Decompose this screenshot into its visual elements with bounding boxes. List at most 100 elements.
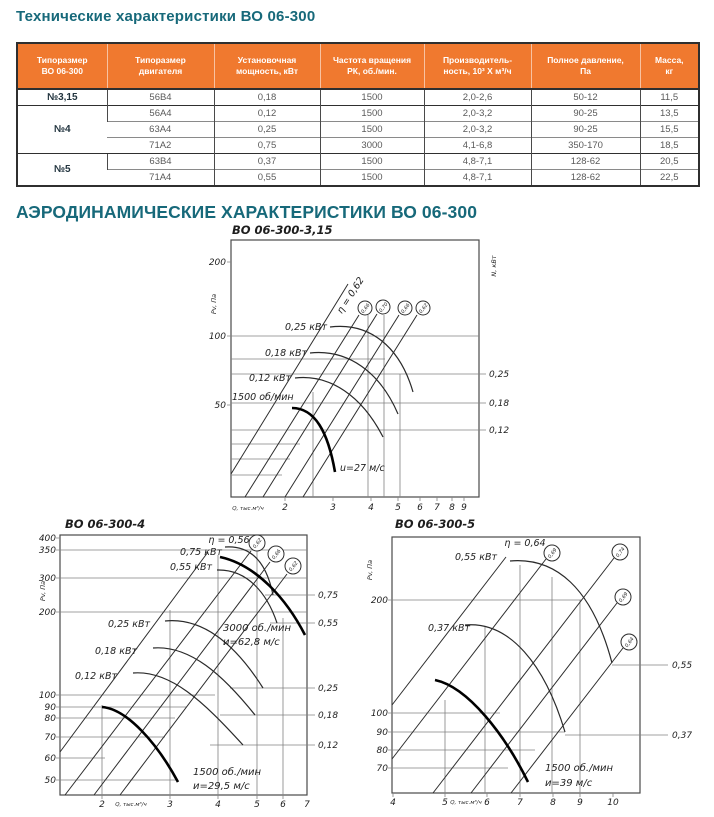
tech-specs-title: Технические характеристики ВО 06-300 — [16, 8, 316, 25]
right-tick-label: 0,18 — [318, 711, 338, 721]
efficiency-circle: 0,66 — [357, 300, 373, 316]
col-header-pressure: Полное давление, Па — [530, 43, 640, 90]
power-curve-label: 0,18 кВт — [265, 348, 307, 359]
tip-speed-label-high: и=62,8 м/с — [223, 637, 280, 648]
right-tick-label: 0,12 — [489, 426, 509, 436]
efficiency-value: 0,66 — [360, 303, 371, 315]
x-tick-label: 5 — [442, 798, 448, 808]
fan-size-cell: №4 — [17, 105, 107, 154]
cell-power: 0,12 — [213, 105, 320, 122]
efficiency-value: 0,62 — [252, 537, 264, 549]
x-tick-label: 4 — [368, 503, 374, 513]
right-tick-label: 0,25 — [318, 684, 338, 694]
y-tick-label: 350 — [39, 546, 56, 556]
y-tick-label: 70 — [45, 733, 57, 743]
efficiency-value: 0,69 — [547, 547, 559, 559]
col-header-power: Установочная мощность, кВт — [213, 43, 320, 90]
efficiency-circle: 0,74 — [611, 543, 629, 561]
x-tick-label: 5 — [254, 800, 260, 810]
x-tick-label: 9 — [577, 798, 583, 808]
chart-vo-06-300-5: ВО 06-300-5 0,69 0,74 0,69 0,64 η = 0,64… — [360, 515, 710, 812]
power-curve-label: 0,12 кВт — [249, 373, 291, 384]
right-tick-label: 0,75 — [318, 591, 338, 601]
efficiency-value: 0,69 — [618, 591, 630, 603]
grid-lines — [56, 537, 315, 799]
cell-pressure: 90-25 — [530, 105, 640, 122]
table-row: №4 56А4 0,12 1500 2,0-3,2 90-25 13,5 — [17, 105, 699, 154]
cell-power: 0,55 — [213, 169, 320, 186]
tip-speed-label: и=39 м/с — [545, 778, 593, 789]
y-tick-label: 80 — [45, 714, 57, 724]
cell-power: 0,37 — [213, 153, 320, 170]
efficiency-lines — [230, 283, 418, 498]
efficiency-value: 0,70 — [378, 302, 389, 314]
table-row: 71А2 0,75 3000 4,1-6,8 350-170 18,5 — [17, 137, 699, 154]
x-tick-label: 6 — [417, 503, 423, 513]
efficiency-circle: 0,69 — [543, 544, 561, 562]
tip-speed-label: и=29,5 м/с — [193, 781, 250, 792]
main-characteristic-bold — [101, 555, 307, 783]
grid-lines — [388, 565, 668, 797]
x-tick-label: 2 — [282, 503, 288, 513]
y-tick-label: 300 — [39, 574, 56, 584]
right-tick-label: 0,55 — [318, 619, 338, 629]
cell-flow: 4,8-7,1 — [423, 153, 531, 170]
y-tick-label: 100 — [209, 332, 226, 342]
cell-speed: 1500 — [319, 153, 424, 170]
chart-vo-06-300-315: ВО 06-300-3,15 0,66 0,70 0,66 0,62 η = 0… — [190, 222, 510, 520]
cell-flow: 4,8-7,1 — [423, 169, 531, 186]
y-tick-label: 50 — [215, 401, 227, 411]
cell-flow: 2,0-3,2 — [423, 121, 531, 138]
y-tick-label: 200 — [39, 608, 56, 618]
table-row: 63А4 0,25 1500 2,0-3,2 90-25 15,5 — [17, 121, 699, 138]
y-tick-label: 70 — [377, 764, 389, 774]
spec-table: Типоразмер ВО 06-300 Типоразмер двигател… — [16, 42, 700, 187]
col-header-speed: Частота вращения РК, об./мин. — [319, 43, 424, 90]
y-tick-label: 60 — [45, 754, 57, 764]
plot-border — [391, 536, 641, 794]
cell-pressure: 90-25 — [530, 121, 640, 138]
cell-pressure: 50-12 — [530, 88, 640, 106]
x-tick-label: 4 — [390, 798, 396, 808]
cell-mass: 22,5 — [639, 169, 699, 186]
cell-motor: 71А4 — [107, 169, 214, 186]
cell-mass: 20,5 — [639, 153, 699, 170]
cell-speed: 1500 — [319, 88, 424, 106]
y-tick-label: 100 — [39, 691, 56, 701]
x-tick-label: 2 — [99, 800, 105, 810]
x-tick-label: 7 — [517, 798, 523, 808]
cell-speed: 3000 — [319, 137, 424, 154]
right-tick-label: 0,25 — [489, 370, 509, 380]
cell-power: 0,18 — [213, 88, 320, 106]
main-characteristic-bold — [291, 406, 337, 473]
x-tick-label: 4 — [215, 800, 221, 810]
x-axis-label: Q, тыс.м³/ч — [115, 801, 147, 808]
y-tick-label: 50 — [45, 776, 57, 786]
efficiency-value: 0,62 — [418, 303, 429, 315]
power-curve-label: 0,18 кВт — [95, 646, 137, 657]
efficiency-lines — [59, 550, 288, 796]
y-tick-label: 90 — [45, 703, 57, 713]
efficiency-value: 0,74 — [615, 546, 627, 558]
y-axis-label: Pv, Па — [366, 560, 374, 580]
x-axis-label: Q, тыс.м³/ч — [450, 799, 482, 806]
efficiency-circle: 0,62 — [415, 300, 431, 316]
speed-label-high: 3000 об./мин — [223, 622, 292, 634]
efficiency-line-label: η = 0,56 — [208, 535, 249, 546]
cell-motor: 63В4 — [106, 153, 214, 170]
y-axis-label: Pv, Па — [210, 294, 218, 314]
efficiency-circle: 0,69 — [614, 588, 632, 606]
chart-title: ВО 06-300-5 — [395, 517, 475, 531]
efficiency-circle: 0,66 — [267, 545, 285, 563]
efficiency-circle: 0,70 — [375, 299, 391, 315]
col-header-size: Типоразмер ВО 06-300 — [17, 43, 107, 90]
fan-size-cell: №3,15 — [17, 88, 107, 106]
right-axis-label: N, кВт — [490, 255, 498, 276]
y-tick-label: 100 — [371, 709, 388, 719]
efficiency-line-label: η = 0,64 — [504, 538, 545, 549]
aero-section-title: АЭРОДИНАМИЧЕСКИЕ ХАРАКТЕРИСТИКИ ВО 06-30… — [16, 202, 478, 222]
table-row: №3,15 56В4 0,18 1500 2,0-2,6 50-12 11,5 — [17, 88, 699, 106]
tip-speed-label: u=27 м/с — [340, 463, 385, 474]
efficiency-value: 0,66 — [400, 303, 411, 315]
col-header-motor: Типоразмер двигателя — [106, 43, 214, 90]
